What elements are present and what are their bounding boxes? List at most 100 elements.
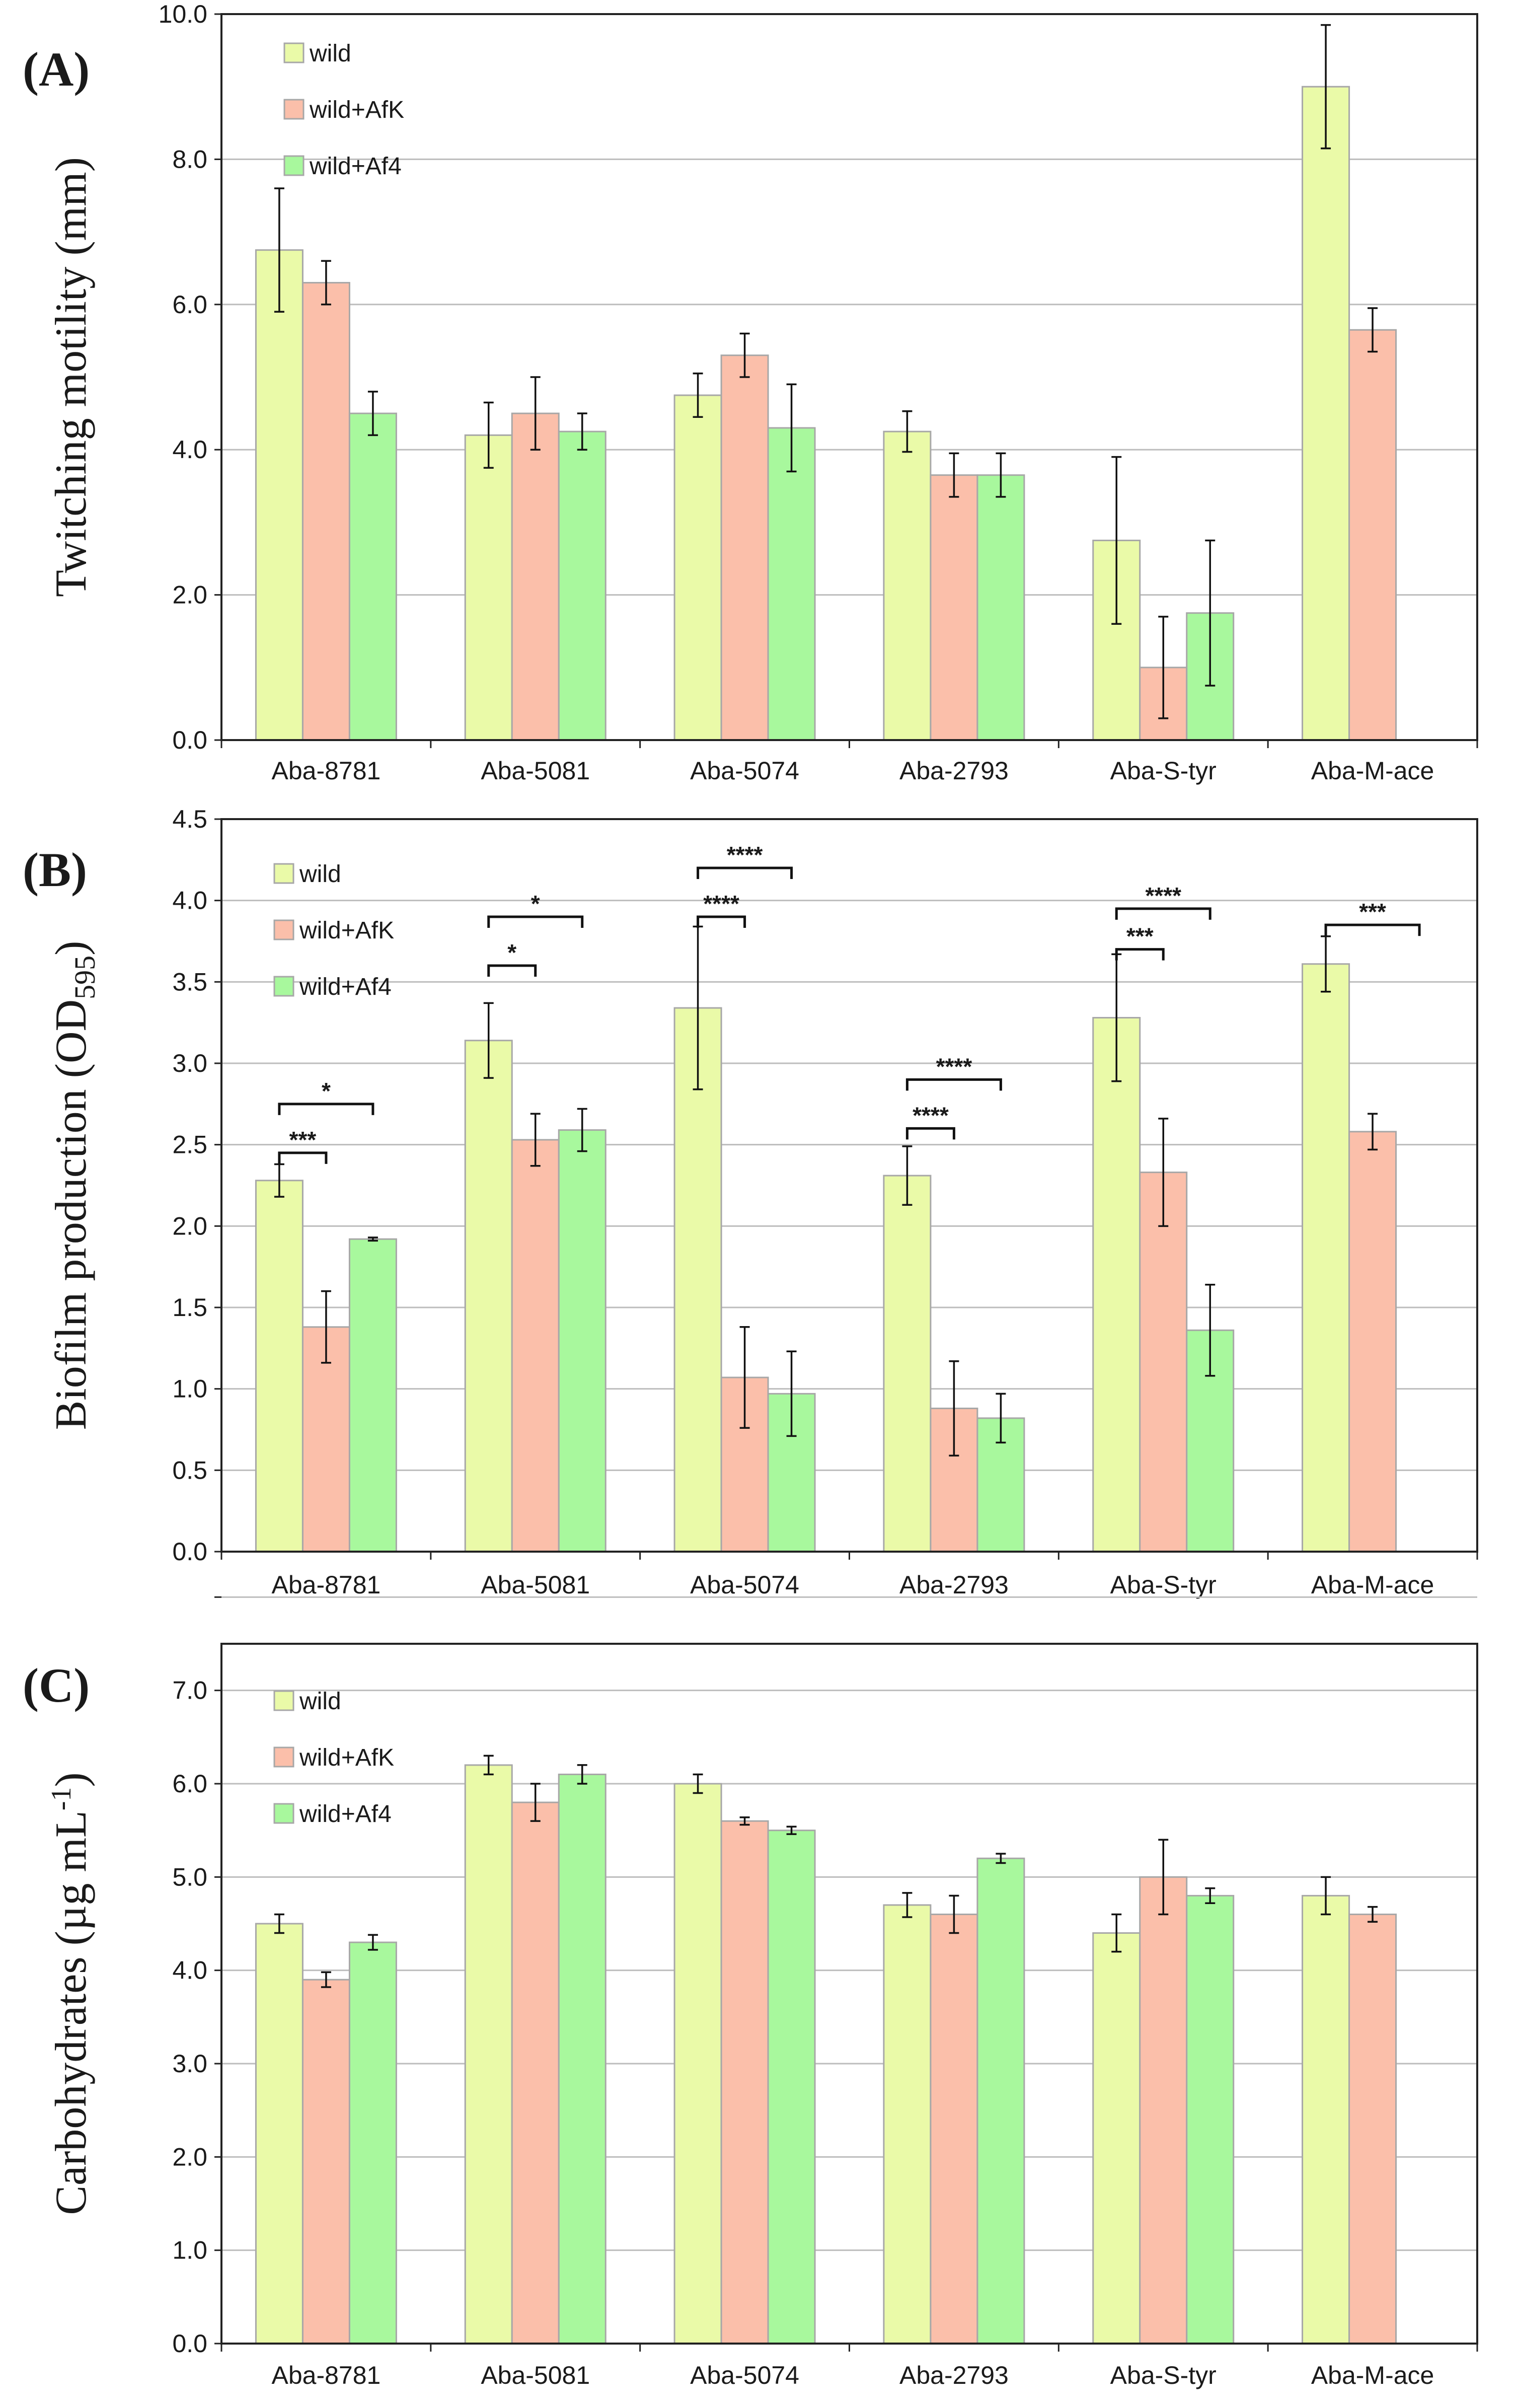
- significance-label: ****: [913, 1102, 949, 1128]
- bar-wild-afk-aba-s-tyr: [1139, 1876, 1188, 2345]
- x-tick-label: Aba-8781: [271, 757, 381, 785]
- x-tick-label: Aba-S-tyr: [1110, 757, 1217, 785]
- significance-bracket: [697, 866, 793, 879]
- bar-wild-afk-aba-5074: [720, 1820, 769, 2345]
- x-tick-label: Aba-M-ace: [1311, 757, 1434, 785]
- y-tick-label: 0.0: [172, 2329, 207, 2358]
- significance-label: ****: [1145, 883, 1181, 909]
- x-tick-label: Aba-2793: [899, 2361, 1009, 2389]
- bar-wild-af4-aba-8781: [348, 1941, 397, 2345]
- bar-wild-afk-aba-m-ace: [1348, 1131, 1397, 1553]
- y-tick-label: 6.0: [172, 290, 207, 319]
- x-tick-label: Aba-2793: [899, 1571, 1009, 1599]
- legend-swatch: [273, 863, 294, 884]
- y-tick-label: 7.0: [172, 1676, 207, 1705]
- legend-label: wild+AfK: [299, 917, 394, 944]
- y-tick-label: 1.0: [172, 2236, 207, 2265]
- bar-wild-af4-aba-5081: [558, 1773, 606, 2345]
- bar-wild-af4-aba-5081: [558, 1129, 606, 1553]
- bar-wild-aba-5081: [464, 1040, 513, 1553]
- y-axis-label-close: ): [47, 941, 96, 956]
- y-tick-label: 0.0: [172, 1538, 207, 1566]
- chart-panel-b: 0.00.51.01.52.02.53.03.54.04.5****** ****…: [23, 805, 1478, 1599]
- significance-bracket: [487, 964, 537, 977]
- y-tick-label: 2.5: [172, 1131, 207, 1159]
- bar-wild-aba-5074: [673, 394, 722, 741]
- y-axis-label: Twitching motility (mm): [47, 157, 96, 597]
- significance-bracket: [1324, 923, 1421, 936]
- x-tick-label: Aba-2793: [899, 757, 1009, 785]
- significance-label: ****: [703, 891, 739, 917]
- bar-wild-aba-m-ace: [1302, 963, 1350, 1553]
- significance-bracket: [278, 1103, 374, 1115]
- significance-label: ***: [1126, 923, 1154, 950]
- bar-wild-aba-2793: [883, 430, 932, 741]
- y-tick-label: 10.0: [159, 0, 207, 28]
- bar-wild-aba-8781: [255, 1180, 303, 1553]
- chart-panel-c: 0.0 1.0 2.0 3.0 4.0 5.0 6.0 7.0 Aba-8781 Aba-5081…: [23, 1596, 1478, 2389]
- y-tick-label: 2.0: [172, 1212, 207, 1240]
- x-tick-label: Aba-5074: [690, 1571, 799, 1599]
- significance-bracket: [905, 1078, 1002, 1091]
- legend-label: wild: [299, 861, 341, 888]
- legend-swatch: [283, 155, 305, 176]
- x-tick-label: Aba-8781: [271, 2361, 381, 2389]
- panel-label: (B): [23, 843, 87, 897]
- bar-wild-af4-aba-s-tyr: [1186, 1894, 1235, 2345]
- significance-bracket: [1115, 907, 1211, 920]
- y-tick-label: 4.0: [172, 887, 207, 915]
- y-tick-label: 5.0: [172, 1863, 207, 1891]
- bar-wild-af4-aba-5074: [767, 1830, 816, 2345]
- legend-label: wild+Af4: [299, 974, 392, 1000]
- bar-wild-afk-aba-5081: [511, 1801, 560, 2345]
- bar-wild-aba-5074: [673, 1783, 722, 2345]
- significance-label: *: [531, 891, 540, 917]
- y-tick-label: 4.5: [172, 805, 207, 833]
- y-tick-label: 6.0: [172, 1770, 207, 1798]
- legend-label: wild+Af4: [299, 1801, 392, 1828]
- x-tick-label: Aba-S-tyr: [1110, 2361, 1217, 2389]
- y-axis-label: Carbohydrates (µg mL-1): [46, 1772, 96, 2215]
- y-axis-label-main: Carbohydrates (µg mL: [47, 1810, 96, 2215]
- y-tick-label: 3.0: [172, 1049, 207, 1077]
- legend-label: wild+AfK: [309, 97, 404, 123]
- plot-frame: [220, 1643, 1478, 2345]
- y-tick-label: 0.0: [172, 726, 207, 754]
- bar-wild-aba-8781: [255, 249, 303, 741]
- bar-wild-aba-5081: [464, 434, 513, 741]
- y-axis-label-superscript: -1: [46, 1787, 77, 1811]
- bar-wild-aba-m-ace: [1302, 86, 1350, 741]
- significance-label: *: [507, 939, 516, 966]
- bar-wild-afk-aba-8781: [301, 1979, 350, 2345]
- bar-wild-aba-8781: [255, 1923, 303, 2345]
- significance-bracket: [697, 915, 746, 928]
- legend-label: wild+Af4: [309, 153, 402, 180]
- bar-wild-aba-2793: [883, 1175, 932, 1553]
- bar-wild-af4-aba-5081: [558, 430, 606, 741]
- y-tick-label: 8.0: [172, 145, 207, 173]
- bar-wild-afk-aba-5074: [720, 354, 769, 741]
- legend-swatch: [273, 1690, 294, 1711]
- bar-wild-af4-aba-8781: [348, 1238, 397, 1553]
- plot-frame: [220, 818, 1478, 1553]
- significance-label: *: [322, 1078, 331, 1104]
- y-tick-label: 3.0: [172, 2050, 207, 2078]
- significance-bracket: [487, 915, 584, 928]
- significance-label: ****: [936, 1053, 972, 1079]
- significance-label: ****: [727, 842, 763, 868]
- legend-label: wild+AfK: [299, 1744, 394, 1771]
- x-tick-label: Aba-5074: [690, 2361, 799, 2389]
- y-tick-label: 2.0: [172, 581, 207, 609]
- y-tick-label: 2.0: [172, 2143, 207, 2171]
- significance-bracket: [278, 1151, 328, 1164]
- y-axis-label: Biofilm production (OD595): [47, 941, 101, 1430]
- x-tick-label: Aba-M-ace: [1311, 1571, 1434, 1599]
- x-tick-label: Aba-M-ace: [1311, 2361, 1434, 2389]
- x-tick-label: Aba-5081: [481, 1571, 590, 1599]
- chart-panel-a: 0.0 2.0 4.0 6.0 8.0 10.0 Aba-8781 Aba-5081 Aba-5…: [23, 0, 1478, 785]
- y-tick-label: 4.0: [172, 435, 207, 464]
- bar-wild-afk-aba-2793: [930, 474, 978, 741]
- legend-swatch: [273, 1746, 294, 1768]
- bar-wild-afk-aba-2793: [930, 1913, 978, 2345]
- legend-swatch: [273, 919, 294, 940]
